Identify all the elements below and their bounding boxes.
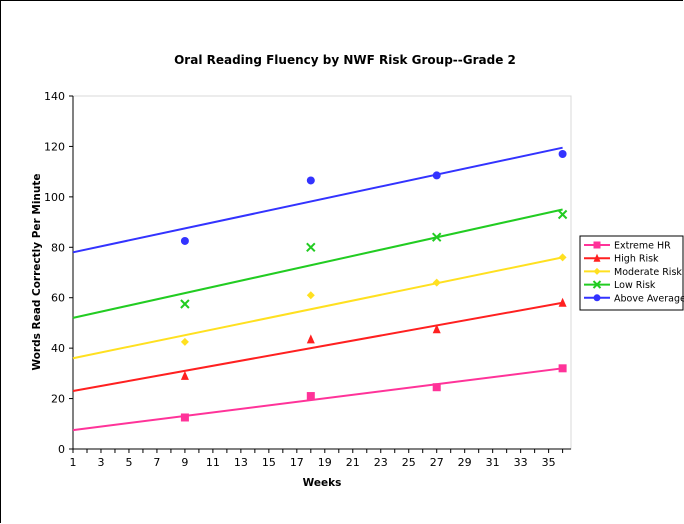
x-tick-label: 33 (514, 456, 528, 469)
trend-line (72, 367, 563, 432)
legend-item: Low Risk (584, 280, 656, 291)
x-tick-label: 21 (346, 456, 360, 469)
data-point-stroke (432, 232, 442, 242)
y-tick-label: 60 (51, 292, 65, 305)
x-tick-label: 19 (318, 456, 332, 469)
x-tick-label: 3 (97, 456, 104, 469)
trend-line (72, 256, 563, 360)
data-point (306, 334, 315, 344)
x-tick-label: 5 (125, 456, 132, 469)
chart-title: Oral Reading Fluency by NWF Risk Group--… (174, 53, 516, 67)
x-tick-label: 31 (486, 456, 500, 469)
data-point (180, 413, 189, 422)
x-axis-label: Weeks (303, 477, 342, 489)
legend-item: Extreme HR (584, 241, 671, 252)
y-axis-label: Words Read Correctly Per Minute (31, 173, 43, 370)
data-point (432, 278, 441, 287)
series-above-average (72, 146, 567, 254)
data-point (432, 232, 442, 242)
data-point (180, 370, 189, 380)
x-tick-label: 17 (290, 456, 304, 469)
data-point (558, 149, 567, 158)
data-point (180, 236, 189, 245)
x-tick-label: 35 (542, 456, 556, 469)
data-point-stroke (180, 299, 190, 309)
legend-label: Moderate Risk (614, 267, 682, 278)
series-high-risk (72, 297, 567, 392)
legend-marker (593, 267, 601, 275)
data-point (557, 209, 568, 220)
x-tick-label: 13 (234, 456, 248, 469)
data-point (558, 364, 567, 373)
y-tick-label: 120 (44, 140, 65, 153)
data-point (432, 324, 441, 334)
y-tick-label: 20 (51, 393, 65, 406)
x-tick-label: 15 (262, 456, 276, 469)
data-point (558, 253, 567, 262)
legend-marker-stroke (592, 280, 602, 289)
x-tick-label: 27 (430, 456, 444, 469)
x-tick-label: 29 (458, 456, 472, 469)
legend-marker (593, 294, 601, 302)
legend: Extreme HR High Risk Moderate Risk Low Risk… (579, 235, 684, 311)
x-tick-label: 9 (181, 456, 188, 469)
y-tick-label: 0 (58, 443, 65, 456)
trend-line (72, 301, 563, 392)
data-point (180, 299, 190, 309)
data-point (306, 242, 316, 252)
data-point (432, 383, 441, 392)
legend-marker (592, 280, 602, 289)
series-low-risk (72, 208, 568, 319)
data-point (306, 392, 315, 401)
x-tick-label: 11 (206, 456, 220, 469)
data-point-stroke (557, 209, 568, 220)
legend-marker (593, 241, 601, 249)
data-point (558, 297, 567, 307)
y-tick-label: 140 (44, 90, 65, 103)
plot-background (72, 95, 572, 450)
y-tick-label: 40 (51, 342, 65, 355)
legend-label: High Risk (614, 254, 659, 265)
series-extreme-hr (72, 364, 567, 432)
trend-line (72, 208, 563, 319)
x-tick-label: 7 (153, 456, 160, 469)
x-tick-label: 1 (70, 456, 77, 469)
legend-label: Above Average (614, 293, 684, 304)
legend-item: High Risk (584, 253, 659, 265)
data-point (180, 337, 189, 346)
legend-label: Low Risk (614, 280, 656, 291)
legend-label: Extreme HR (614, 241, 671, 252)
legend-marker (593, 253, 601, 262)
data-point-stroke (306, 242, 316, 252)
x-tick-label: 25 (402, 456, 416, 469)
y-tick-label: 80 (51, 241, 65, 254)
data-point (306, 176, 315, 185)
legend-item: Above Average (584, 293, 684, 304)
legend-item: Moderate Risk (584, 267, 682, 278)
series-moderate-risk (72, 253, 567, 360)
data-point (432, 171, 441, 180)
y-tick-label: 100 (44, 191, 65, 204)
trend-line (72, 146, 563, 254)
x-tick-label: 23 (374, 456, 388, 469)
data-point (306, 291, 315, 300)
